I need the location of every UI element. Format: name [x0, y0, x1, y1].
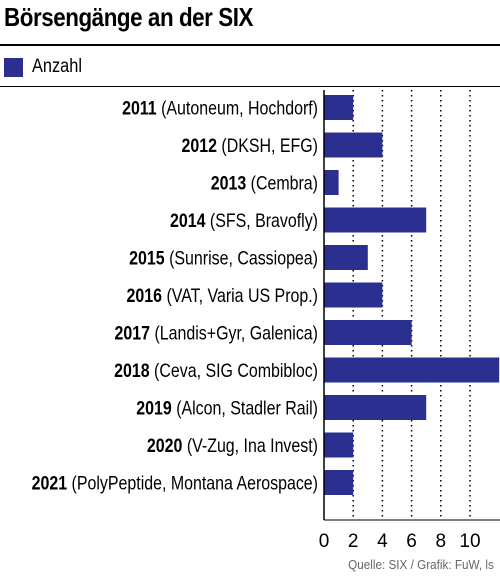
legend-rule	[0, 86, 500, 87]
bar	[324, 357, 500, 383]
category-year: 2020	[147, 435, 183, 457]
x-tick-label: 8	[436, 531, 447, 552]
category-detail: (V-Zug, Ina Invest)	[182, 435, 318, 457]
legend: Anzahl	[4, 56, 90, 78]
category-label: 2020 (V-Zug, Ina Invest)	[147, 435, 318, 457]
category-year: 2018	[114, 360, 150, 382]
category-label: 2017 (Landis+Gyr, Galenica)	[115, 322, 318, 344]
category-detail: (Cembra)	[246, 172, 318, 194]
category-year: 2015	[129, 247, 165, 269]
category-detail: (Ceva, SIG Combibloc)	[150, 360, 318, 382]
source-credit: Quelle: SIX / Grafik: FuW, ls	[348, 557, 494, 572]
bar	[324, 245, 368, 270]
bar	[324, 470, 354, 495]
x-tick-label: 4	[377, 531, 388, 552]
x-tick-label: 0	[319, 531, 330, 552]
category-detail: (PolyPeptide, Montana Aerospace)	[67, 472, 318, 494]
category-year: 2012	[182, 135, 218, 157]
category-detail: (Alcon, Stadler Rail)	[172, 397, 318, 419]
category-year: 2021	[32, 472, 68, 494]
category-year: 2016	[127, 285, 163, 307]
legend-swatch	[4, 57, 23, 77]
category-year: 2019	[136, 397, 172, 419]
category-label: 2016 (VAT, Varia US Prop.)	[127, 285, 318, 307]
bar	[324, 320, 412, 345]
category-label: 2015 (Sunrise, Cassiopea)	[129, 247, 318, 269]
bar	[324, 282, 383, 308]
category-detail: (DKSH, EFG)	[217, 135, 318, 157]
legend-label: Anzahl	[32, 56, 82, 77]
x-tick-label: 6	[406, 531, 417, 552]
category-label: 2011 (Autoneum, Hochdorf)	[122, 97, 318, 119]
bar	[324, 432, 354, 458]
category-label: 2021 (PolyPeptide, Montana Aerospace)	[32, 472, 318, 494]
category-detail: (Autoneum, Hochdorf)	[157, 97, 318, 119]
bar	[324, 395, 427, 420]
category-label: 2012 (DKSH, EFG)	[182, 135, 318, 157]
title-rule	[0, 44, 500, 46]
category-label: 2018 (Ceva, SIG Combibloc)	[114, 360, 318, 382]
chart-title: Börsengänge an der SIX	[4, 2, 253, 32]
category-detail: (VAT, Varia US Prop.)	[162, 285, 318, 307]
category-year: 2011	[122, 97, 157, 119]
category-label: 2013 (Cembra)	[211, 172, 318, 194]
category-detail: (SFS, Bravofly)	[205, 210, 318, 232]
category-year: 2014	[170, 210, 206, 232]
bar	[324, 95, 354, 120]
bar	[324, 207, 427, 233]
x-tick-label: 10	[459, 531, 480, 552]
bar	[324, 132, 383, 158]
x-tick-label: 2	[348, 531, 359, 552]
category-detail: (Sunrise, Cassiopea)	[165, 247, 318, 269]
category-year: 2017	[115, 322, 150, 344]
category-year: 2013	[211, 172, 247, 194]
category-detail: (Landis+Gyr, Galenica)	[150, 322, 318, 344]
category-label: 2019 (Alcon, Stadler Rail)	[136, 397, 318, 419]
category-label: 2014 (SFS, Bravofly)	[170, 210, 318, 232]
bar	[324, 170, 339, 195]
